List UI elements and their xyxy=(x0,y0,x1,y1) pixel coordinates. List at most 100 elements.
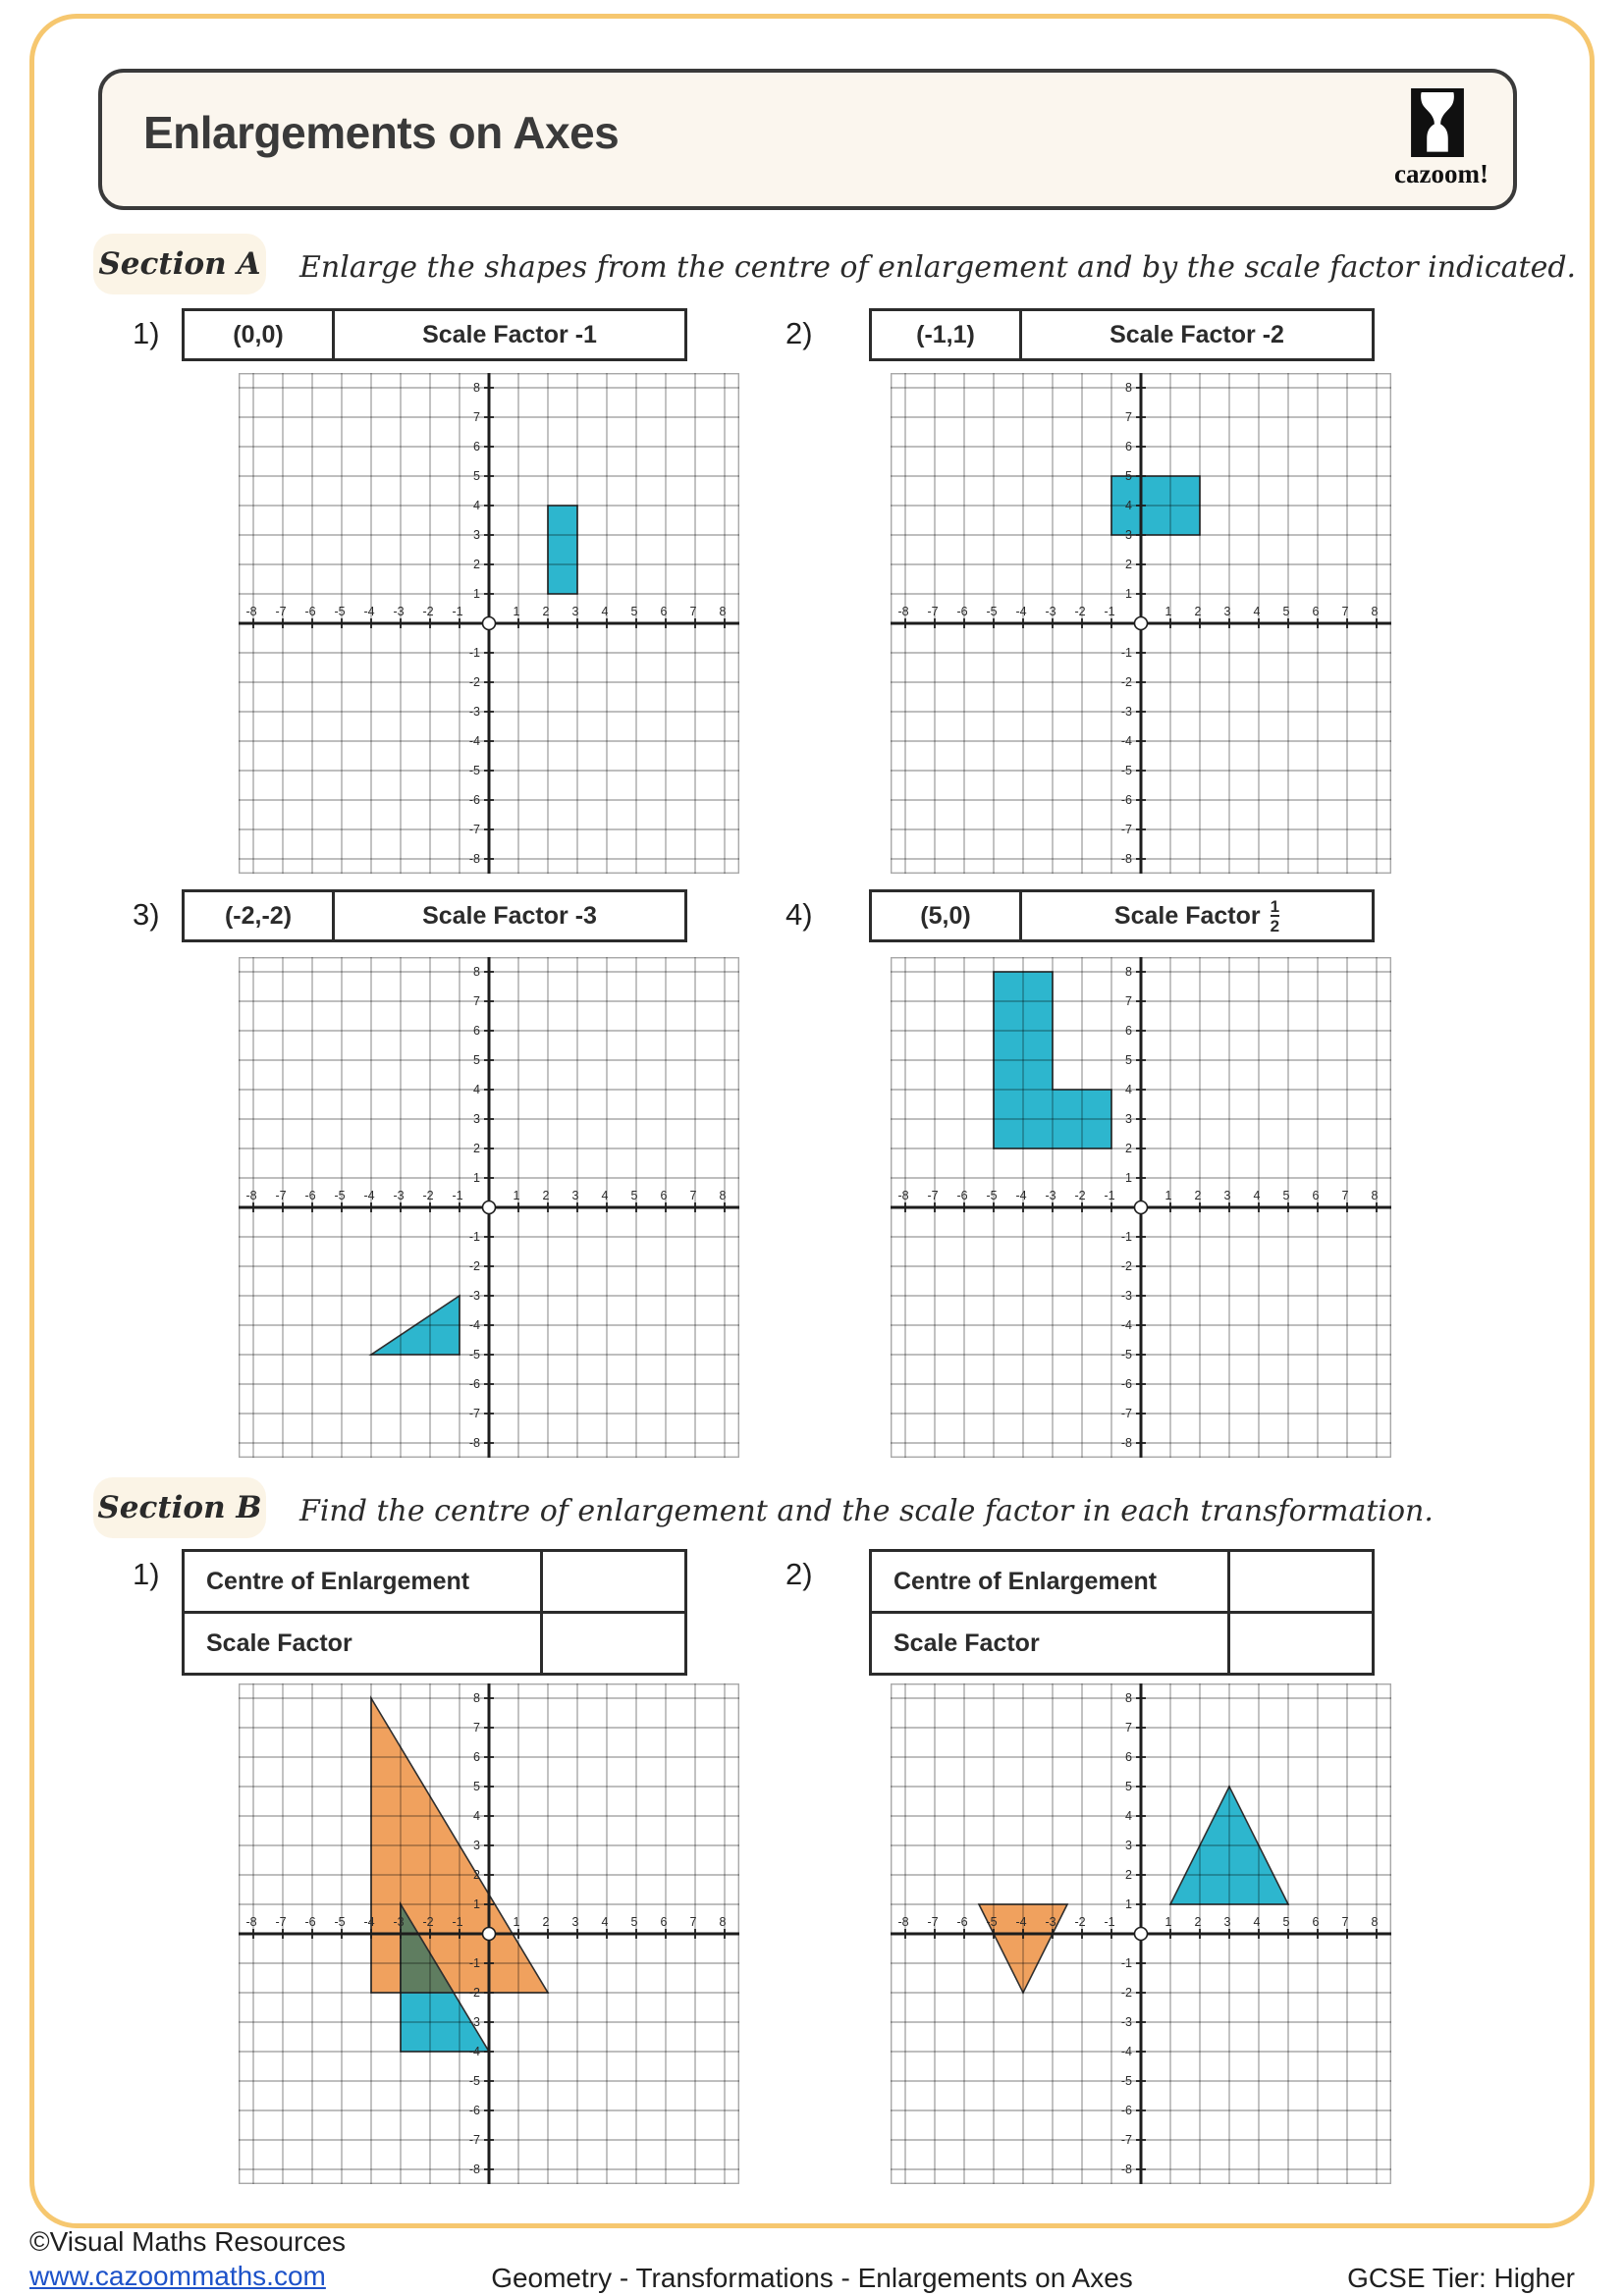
problem-a4-number: 4) xyxy=(785,897,813,932)
svg-text:6: 6 xyxy=(1313,1189,1320,1202)
grid-section-b-2: -8 -8 -7 -7 -6 -6 -5 -5 -4 -4 -3 -3 -2 -2 -1 -1 1 1 2 2 3 3 4 4… xyxy=(890,1682,1392,2185)
svg-text:8: 8 xyxy=(473,965,480,979)
svg-text:2: 2 xyxy=(1125,1142,1132,1155)
svg-text:1: 1 xyxy=(1125,1897,1132,1911)
svg-text:3: 3 xyxy=(473,1839,480,1852)
svg-text:-4: -4 xyxy=(469,734,480,748)
svg-text:-7: -7 xyxy=(1121,823,1132,836)
svg-text:-7: -7 xyxy=(275,1915,286,1929)
svg-text:-7: -7 xyxy=(927,605,938,618)
svg-text:-1: -1 xyxy=(1104,1189,1114,1202)
svg-text:-1: -1 xyxy=(452,1189,462,1202)
svg-text:-2: -2 xyxy=(1074,605,1085,618)
page-border xyxy=(29,14,1595,2228)
svg-text:-2: -2 xyxy=(1121,1259,1132,1273)
scale-factor-label: Scale Factor xyxy=(206,1629,352,1657)
svg-text:-8: -8 xyxy=(897,1189,908,1202)
footer-copyright: ©Visual Maths Resources xyxy=(29,2226,347,2257)
svg-text:-8: -8 xyxy=(1121,2163,1132,2176)
svg-text:2: 2 xyxy=(473,558,480,571)
svg-text:5: 5 xyxy=(631,605,638,618)
svg-text:-5: -5 xyxy=(986,1189,997,1202)
svg-text:-7: -7 xyxy=(1121,1407,1132,1420)
svg-text:6: 6 xyxy=(1125,440,1132,454)
svg-text:-3: -3 xyxy=(393,1915,404,1929)
grid-section-b-1: -8 -8 -7 -7 -6 -6 -5 -5 -4 -4 -3 -3 -2 -2 -1 -1 1 1 2 2 3 3 4 4… xyxy=(238,1682,740,2185)
svg-text:6: 6 xyxy=(1313,605,1320,618)
svg-text:1: 1 xyxy=(473,1897,480,1911)
svg-text:6: 6 xyxy=(1125,1024,1132,1038)
svg-text:4: 4 xyxy=(1125,1083,1132,1096)
problem-a1-number: 1) xyxy=(133,316,160,350)
svg-text:8: 8 xyxy=(720,605,727,618)
svg-text:4: 4 xyxy=(1254,1189,1261,1202)
svg-text:2: 2 xyxy=(1195,605,1202,618)
svg-text:-7: -7 xyxy=(469,823,480,836)
svg-text:-7: -7 xyxy=(927,1189,938,1202)
svg-text:-1: -1 xyxy=(1121,1956,1132,1970)
svg-text:7: 7 xyxy=(1125,410,1132,424)
svg-text:-8: -8 xyxy=(897,605,908,618)
svg-text:2: 2 xyxy=(543,1915,550,1929)
svg-text:1: 1 xyxy=(1125,1171,1132,1185)
scale-factor-answer-cell xyxy=(543,1614,684,1673)
svg-text:3: 3 xyxy=(473,1112,480,1126)
svg-text:1: 1 xyxy=(514,1915,520,1929)
svg-text:4: 4 xyxy=(1125,499,1132,512)
problem-a3-header-table: (-2,-2) Scale Factor -3 xyxy=(182,889,687,942)
svg-text:-1: -1 xyxy=(469,1956,480,1970)
svg-text:-5: -5 xyxy=(469,764,480,777)
svg-text:-7: -7 xyxy=(275,1189,286,1202)
scale-factor-label: Scale Factor -2 xyxy=(1110,320,1284,348)
svg-text:1: 1 xyxy=(473,1171,480,1185)
svg-text:-6: -6 xyxy=(304,605,315,618)
svg-text:-4: -4 xyxy=(1121,2045,1132,2058)
problem-a1-header-table: (0,0) Scale Factor -1 xyxy=(182,308,687,361)
svg-text:5: 5 xyxy=(1283,1189,1290,1202)
svg-text:2: 2 xyxy=(1195,1189,1202,1202)
svg-text:-1: -1 xyxy=(469,646,480,660)
svg-text:4: 4 xyxy=(1254,605,1261,618)
footer-website-link[interactable]: www.cazoommaths.com xyxy=(29,2261,326,2291)
svg-text:-8: -8 xyxy=(469,2163,480,2176)
header-box xyxy=(98,69,1517,210)
svg-text:-6: -6 xyxy=(304,1189,315,1202)
svg-text:7: 7 xyxy=(1342,605,1349,618)
problem-a2-header-table: (-1,1) Scale Factor -2 xyxy=(869,308,1375,361)
svg-text:-3: -3 xyxy=(1045,1915,1056,1929)
svg-text:5: 5 xyxy=(473,1053,480,1067)
svg-text:-4: -4 xyxy=(1121,734,1132,748)
svg-text:-8: -8 xyxy=(245,605,256,618)
svg-text:3: 3 xyxy=(1224,1915,1231,1929)
svg-text:5: 5 xyxy=(473,1780,480,1793)
scale-factor-label: Scale Factor -1 xyxy=(422,320,597,348)
centre-of-enlargement-label: Centre of Enlargement xyxy=(893,1567,1158,1595)
svg-text:6: 6 xyxy=(473,1024,480,1038)
svg-text:-3: -3 xyxy=(469,1289,480,1303)
scale-factor-label: Scale Factor xyxy=(1113,901,1261,930)
svg-text:-5: -5 xyxy=(334,1189,345,1202)
centre-of-enlargement-value: (5,0) xyxy=(920,901,971,930)
svg-text:4: 4 xyxy=(1254,1915,1261,1929)
svg-text:-2: -2 xyxy=(422,1915,433,1929)
svg-text:-8: -8 xyxy=(1121,852,1132,866)
grid-section-a-3: -8 -8 -7 -7 -6 -6 -5 -5 -4 -4 -3 -3 -2 -2 -1 -1 1 1 2 2 3 3 4 4… xyxy=(238,956,740,1459)
svg-text:2: 2 xyxy=(473,1142,480,1155)
svg-text:-2: -2 xyxy=(469,1259,480,1273)
svg-text:-6: -6 xyxy=(1121,1377,1132,1391)
svg-text:-3: -3 xyxy=(1121,705,1132,719)
svg-text:8: 8 xyxy=(1125,1691,1132,1705)
svg-text:2: 2 xyxy=(473,1868,480,1882)
svg-text:-5: -5 xyxy=(334,605,345,618)
svg-text:-1: -1 xyxy=(452,605,462,618)
svg-text:-3: -3 xyxy=(1045,1189,1056,1202)
svg-text:5: 5 xyxy=(1125,1053,1132,1067)
svg-text:-6: -6 xyxy=(956,1915,967,1929)
svg-text:5: 5 xyxy=(1283,1915,1290,1929)
svg-text:7: 7 xyxy=(1125,1721,1132,1735)
svg-text:-3: -3 xyxy=(469,2015,480,2029)
svg-text:5: 5 xyxy=(1125,1780,1132,1793)
svg-text:6: 6 xyxy=(1125,1750,1132,1764)
svg-text:1: 1 xyxy=(514,1189,520,1202)
svg-text:-7: -7 xyxy=(927,1915,938,1929)
